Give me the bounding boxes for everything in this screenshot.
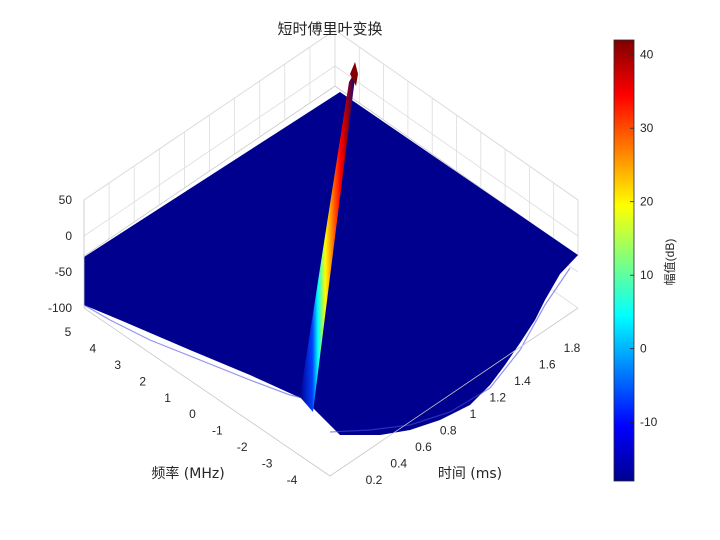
surface-plot [83,62,578,435]
colorbar-label: 幅值(dB) [662,239,677,286]
y-axis-line [83,307,331,477]
y-axis-label: 频率 (MHz) [151,465,224,482]
axes [83,200,579,477]
x-tick-label: 1.4 [514,374,531,388]
x-tick-label: 1.6 [539,358,556,372]
x-axis-line [329,307,579,477]
surface-front-edge-right [329,267,571,433]
x-tick-label: 1 [470,407,477,421]
x-tick-label: 0.2 [366,473,383,487]
x-tick-label: 0.8 [440,424,457,438]
tick-labels: -100 -50 0 50 -4 -3 -2 -1 0 1 2 3 4 5 0.2 0.4 0.6 0.8 1 1.2… [48,193,581,487]
z-tick-label: -100 [48,301,72,315]
y-tick-label: 4 [90,341,97,355]
colorbar-tick-label: 40 [640,48,654,62]
colorbar-tick-label: 0 [640,342,647,356]
y-tick-label: 1 [164,391,171,405]
x-tick-label: 0.6 [415,440,432,454]
y-tick-label: 3 [114,358,121,372]
colorbar-tick-label: 20 [640,195,654,209]
chirp-ridge [300,70,356,412]
y-tick-label: -2 [237,440,248,454]
ridge-peak [350,62,358,86]
x-tick-label: 0.4 [390,457,407,471]
chart-title: 短时傅里叶变换 [277,20,382,38]
y-tick-label: -4 [287,473,298,487]
colorbar-tick-label: -10 [640,415,658,429]
z-tick-label: -50 [55,265,73,279]
x-tick-label: 1.2 [489,391,506,405]
y-tick-label: 5 [65,325,72,339]
colorbar-tick-label: 30 [640,121,654,135]
surface-front-edge-left [83,304,304,399]
y-tick-label: -1 [212,424,223,438]
y-tick-label: -3 [262,457,273,471]
y-tick-label: 0 [189,407,196,421]
y-tick-label: 2 [139,374,146,388]
colorbar-tick-label: 10 [640,268,654,282]
x-tick-label: 1.8 [564,341,581,355]
z-tick-label: 50 [59,193,73,207]
colorbar: 幅值(dB) -10 0 10 20 30 40 [613,39,677,482]
z-tick-label: 0 [65,229,72,243]
colorbar-gradient [613,39,635,482]
x-axis-label: 时间 (ms) [438,466,502,482]
